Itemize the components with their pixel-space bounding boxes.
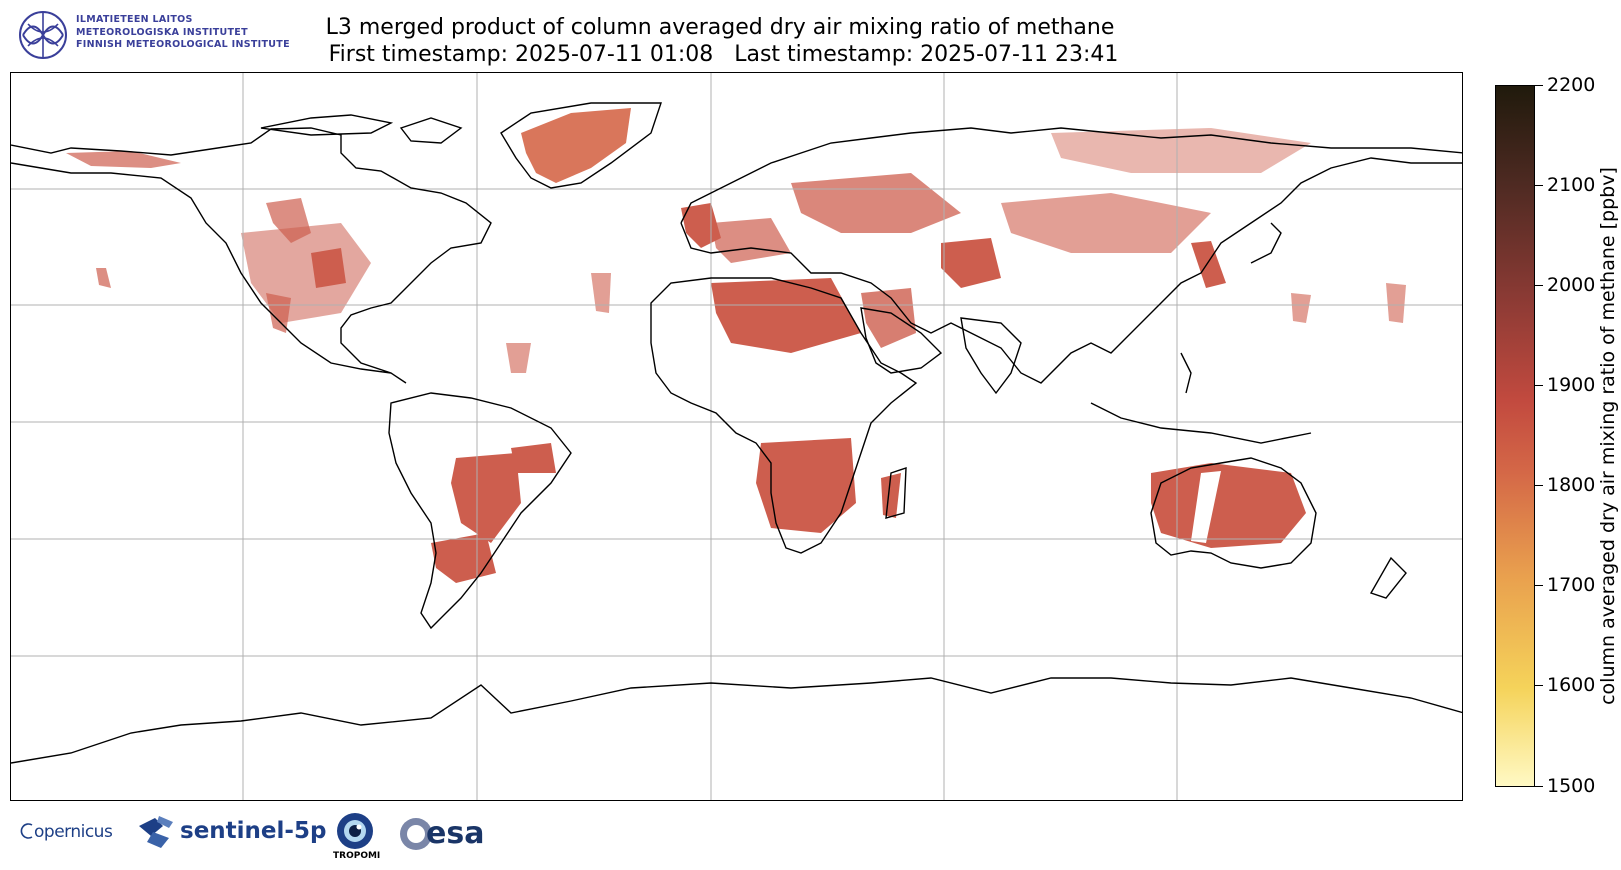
institute-line-2: METEOROLOGISKA INSTITUTET [76, 26, 248, 38]
institute-line-1: ILMATIETEEN LAITOS [76, 14, 193, 25]
colorbar-tick-label: 1800 [1547, 474, 1596, 496]
colorbar-tick-label: 2100 [1547, 174, 1596, 196]
colorbar-tick-label: 2200 [1547, 74, 1596, 96]
colorbar-tick [1535, 485, 1543, 486]
sentinel-text: sentinel-5p [180, 818, 327, 844]
colorbar [1495, 85, 1535, 787]
colorbar-tick-label: 1900 [1547, 374, 1596, 396]
copernicus-logo: opernicus [20, 822, 113, 842]
gridlines [11, 73, 1462, 800]
title-line-1: L3 merged product of column averaged dry… [325, 15, 1115, 40]
copernicus-text: opernicus [34, 822, 113, 842]
colorbar-tick-label: 2000 [1547, 274, 1596, 296]
coastlines [11, 102, 1462, 764]
tropomi-eye-icon [337, 813, 373, 849]
colorbar-tick-label: 1600 [1547, 674, 1596, 696]
esa-text: esa [426, 816, 485, 851]
sentinel-logo: sentinel-5p [135, 812, 326, 856]
colorbar-tick-label: 1500 [1547, 775, 1596, 797]
colorbar-tick [1535, 285, 1543, 286]
methane-data-layer [66, 108, 1406, 583]
colorbar-tick [1535, 685, 1543, 686]
fmi-emblem-icon [19, 11, 67, 59]
colorbar-tick [1535, 585, 1543, 586]
colorbar-tick-label: 1700 [1547, 574, 1596, 596]
colorbar-tick [1535, 185, 1543, 186]
satellite-icon [139, 816, 173, 848]
partner-logos: opernicus sentinel-5p TROPOMI esa [20, 812, 620, 862]
colorbar-tick [1535, 385, 1543, 386]
world-map [11, 73, 1462, 800]
copernicus-swoosh-icon [20, 823, 33, 839]
colorbar-title: column averaged dry air mixing ratio of … [1597, 167, 1619, 705]
tropomi-logo: TROPOMI [332, 812, 381, 862]
institute-name: ILMATIETEEN LAITOS METEOROLOGISKA INSTIT… [76, 14, 290, 52]
colorbar-tick [1535, 85, 1543, 86]
colorbar-tick [1535, 786, 1543, 787]
esa-logo: esa [398, 816, 484, 856]
tropomi-text: TROPOMI [333, 851, 381, 861]
institute-line-3: FINNISH METEOROLOGICAL INSTITUTE [76, 39, 290, 50]
map-title: L3 merged product of column averaged dry… [300, 14, 1140, 68]
map-panel [10, 72, 1463, 801]
title-line-2: First timestamp: 2025-07-11 01:08 Last t… [321, 42, 1119, 67]
esa-mark-icon [400, 818, 432, 850]
fmi-logo: ILMATIETEEN LAITOS METEOROLOGISKA INSTIT… [18, 10, 318, 60]
